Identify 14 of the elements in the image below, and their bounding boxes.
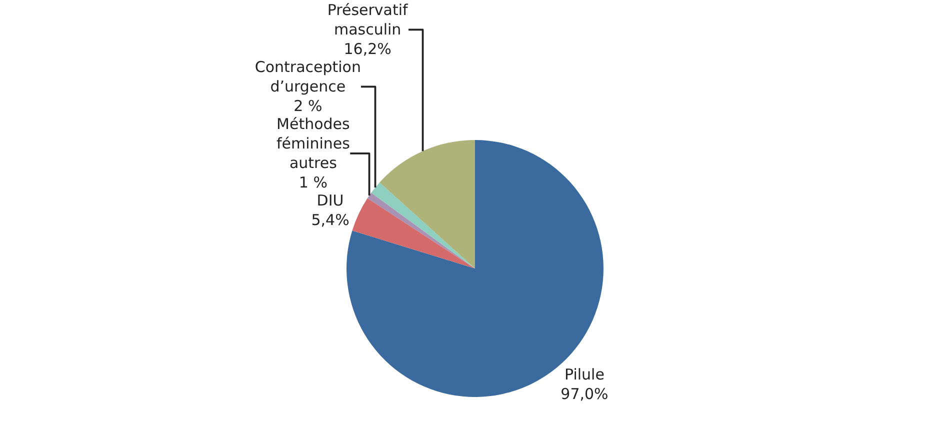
pie-slice	[371, 182, 475, 268]
slice-label: Préservatif masculin	[327, 1, 409, 39]
data-label: 16,2%	[344, 40, 392, 58]
slice-label: Contraception d’urgence	[254, 58, 361, 96]
slice-label: Pilule	[564, 365, 604, 384]
data-label: 5,4%	[311, 211, 350, 230]
pie-slice	[367, 192, 475, 268]
pie-slice	[380, 140, 475, 268]
data-label: 97,0%	[560, 384, 608, 403]
slice-label: DIU	[316, 192, 344, 210]
pie-slice	[352, 198, 475, 268]
slice-label: Méthodes féminines autres	[276, 115, 350, 172]
data-label: 2 %	[294, 97, 322, 116]
data-label: 1 %	[298, 174, 328, 192]
